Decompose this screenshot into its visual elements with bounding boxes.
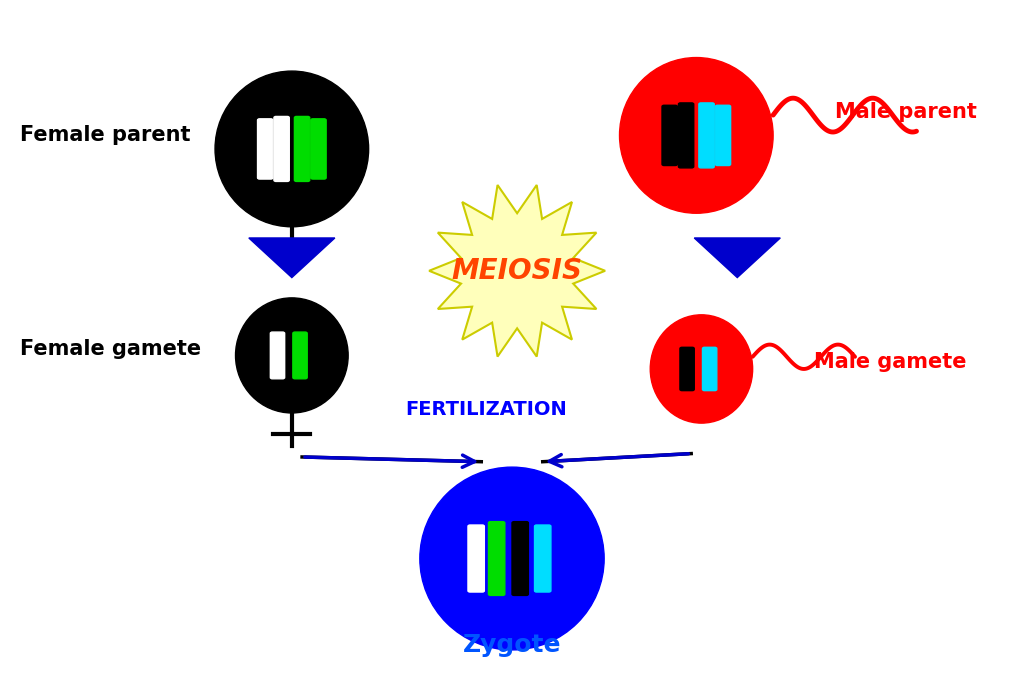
FancyBboxPatch shape <box>716 105 731 165</box>
Text: Male gamete: Male gamete <box>814 352 967 372</box>
FancyBboxPatch shape <box>273 116 289 181</box>
Polygon shape <box>429 185 605 357</box>
Polygon shape <box>249 238 335 278</box>
FancyBboxPatch shape <box>488 521 505 596</box>
FancyBboxPatch shape <box>663 105 678 165</box>
Text: Male parent: Male parent <box>835 102 977 122</box>
FancyBboxPatch shape <box>512 521 528 596</box>
FancyBboxPatch shape <box>293 332 307 378</box>
FancyBboxPatch shape <box>257 118 272 179</box>
Text: Female gamete: Female gamete <box>20 338 202 359</box>
Ellipse shape <box>236 298 348 413</box>
FancyBboxPatch shape <box>680 347 694 391</box>
Ellipse shape <box>620 58 773 213</box>
FancyBboxPatch shape <box>702 347 717 391</box>
Ellipse shape <box>420 467 604 650</box>
Ellipse shape <box>215 71 369 227</box>
FancyBboxPatch shape <box>295 116 309 181</box>
FancyBboxPatch shape <box>699 103 715 168</box>
Text: MEIOSIS: MEIOSIS <box>452 257 583 285</box>
Text: Zygote: Zygote <box>463 632 561 657</box>
FancyBboxPatch shape <box>679 103 694 168</box>
Polygon shape <box>694 238 780 278</box>
FancyBboxPatch shape <box>311 118 326 179</box>
Text: Female parent: Female parent <box>20 125 191 146</box>
FancyBboxPatch shape <box>270 332 285 378</box>
Ellipse shape <box>650 315 753 423</box>
FancyBboxPatch shape <box>535 525 551 592</box>
FancyBboxPatch shape <box>468 525 484 592</box>
Text: FERTILIZATION: FERTILIZATION <box>406 400 567 419</box>
